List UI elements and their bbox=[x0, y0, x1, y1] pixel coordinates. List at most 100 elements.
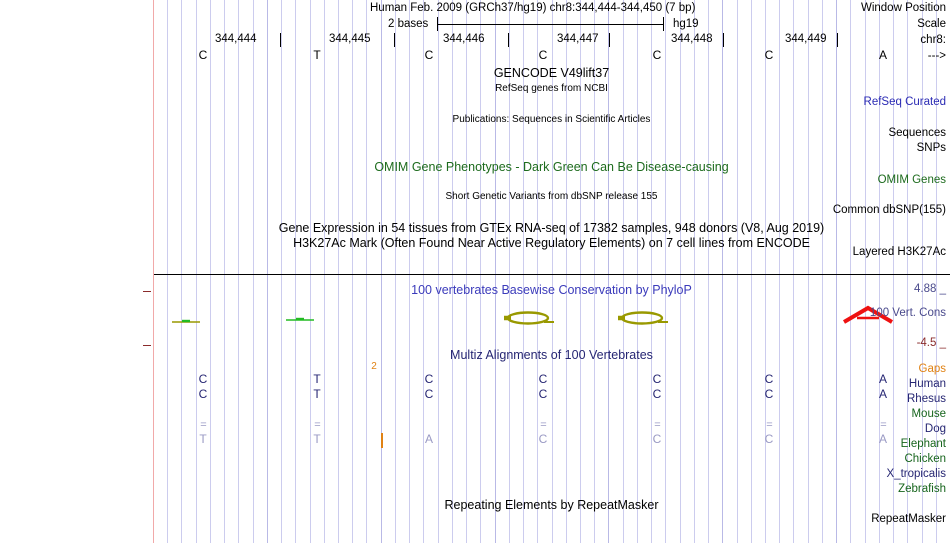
track-label-cons-min[interactable]: -4.5 _ bbox=[916, 337, 946, 349]
gridline bbox=[793, 0, 794, 543]
maf-base-human: C bbox=[538, 372, 548, 386]
conservation-glyph-c bbox=[286, 317, 314, 321]
maf-base-human: T bbox=[313, 372, 321, 386]
ruler-tick bbox=[837, 33, 838, 47]
maf-base-human: A bbox=[878, 372, 887, 386]
track-label-layered-h3k27ac[interactable]: Layered H3K27Ac bbox=[852, 246, 946, 258]
track-label-snps[interactable]: SNPs bbox=[916, 142, 946, 154]
track-label-repeatmasker[interactable]: RepeatMasker bbox=[871, 513, 946, 525]
gridline bbox=[438, 0, 439, 543]
track-label-species-rhesus[interactable]: Rhesus bbox=[907, 393, 946, 405]
publications-caption[interactable]: Publications: Sequences in Scientific Ar… bbox=[452, 114, 651, 125]
track-label-strand-arrow[interactable]: ---> bbox=[927, 50, 946, 62]
maf-base-elephant: C bbox=[764, 432, 774, 446]
dbsnp-caption[interactable]: Short Genetic Variants from dbSNP releas… bbox=[445, 191, 658, 202]
track-label-sequences[interactable]: Sequences bbox=[888, 127, 946, 139]
gridline bbox=[324, 0, 325, 543]
gridline bbox=[310, 0, 311, 543]
reference-base-letter: C bbox=[198, 48, 208, 62]
gridline bbox=[680, 0, 681, 543]
gridline bbox=[509, 0, 510, 543]
multiz-caption[interactable]: Multiz Alignments of 100 Vertebrates bbox=[450, 348, 653, 362]
reference-base-letter: C bbox=[538, 48, 548, 62]
maf-base-rhesus: C bbox=[652, 387, 662, 401]
gridline bbox=[651, 0, 652, 543]
conservation-glyph-c bbox=[172, 319, 200, 323]
track-label-species-mouse[interactable]: Mouse bbox=[911, 408, 946, 420]
maf-base-elephant: T bbox=[199, 432, 207, 446]
maf-base-elephant: C bbox=[538, 432, 548, 446]
gridline bbox=[722, 0, 723, 543]
track-label-omim-genes[interactable]: OMIM Genes bbox=[877, 174, 946, 186]
maf-base-human: C bbox=[652, 372, 662, 386]
track-label-refseq-curated[interactable]: RefSeq Curated bbox=[863, 96, 946, 108]
maf-base-elephant: A bbox=[878, 432, 887, 446]
gridline bbox=[637, 0, 638, 543]
gridline bbox=[737, 0, 738, 543]
maf-base-rhesus: C bbox=[538, 387, 548, 401]
maf-insertion-mark bbox=[381, 433, 383, 448]
track-label-species-chicken[interactable]: Chicken bbox=[904, 453, 946, 465]
ruler-tick bbox=[723, 33, 724, 47]
gridline bbox=[352, 0, 353, 543]
maf-base-elephant: C bbox=[652, 432, 662, 446]
maf-base-elephant: T bbox=[313, 432, 321, 446]
maf-base-rhesus: C bbox=[764, 387, 774, 401]
gridline bbox=[751, 0, 752, 543]
gridline bbox=[210, 0, 211, 543]
maf-base-rhesus: A bbox=[878, 387, 887, 401]
ruler-coordinate-label: 344,446 bbox=[443, 33, 485, 45]
ruler-coordinate-label: 344,444 bbox=[215, 33, 257, 45]
label-gutter-background bbox=[0, 0, 153, 543]
maf-base-human: C bbox=[424, 372, 434, 386]
track-label-chrom[interactable]: chr8: bbox=[920, 34, 946, 46]
maf-base-elephant: A bbox=[424, 432, 433, 446]
scale-bar-right-cap bbox=[663, 17, 664, 31]
track-label-species-human[interactable]: Human bbox=[908, 378, 946, 390]
gridline bbox=[480, 0, 481, 543]
track-label-window-position[interactable]: Window Position bbox=[860, 2, 946, 14]
gridline bbox=[779, 0, 780, 543]
gridline bbox=[452, 0, 453, 543]
conservation-track-top-rule bbox=[153, 274, 950, 275]
ruler-tick bbox=[508, 33, 509, 47]
gencode-caption[interactable]: GENCODE V49lift37 bbox=[493, 66, 610, 80]
gridline bbox=[167, 0, 168, 543]
track-label-species-x-tropicalis[interactable]: X_tropicalis bbox=[886, 468, 946, 480]
gridline bbox=[537, 0, 538, 543]
gtex-caption[interactable]: Gene Expression in 54 tissues from GTEx … bbox=[278, 221, 825, 235]
track-label-gaps[interactable]: Gaps bbox=[918, 363, 947, 375]
gridline bbox=[181, 0, 182, 543]
track-label-species-dog[interactable]: Dog bbox=[924, 423, 946, 435]
gridline bbox=[566, 0, 567, 543]
gridline bbox=[466, 0, 467, 543]
gridline bbox=[366, 0, 367, 543]
maf-base-rhesus: T bbox=[313, 387, 321, 401]
ruler-coordinate-label: 344,445 bbox=[329, 33, 371, 45]
refseq-caption[interactable]: RefSeq genes from NCBI bbox=[495, 83, 608, 94]
reference-base-letter: T bbox=[313, 48, 321, 62]
track-label-species-elephant[interactable]: Elephant bbox=[900, 438, 946, 450]
phylop-caption[interactable]: 100 vertebrates Basewise Conservation by… bbox=[411, 283, 692, 297]
omim-caption[interactable]: OMIM Gene Phenotypes - Dark Green Can Be… bbox=[374, 160, 729, 174]
maf-base-dog: = bbox=[654, 419, 660, 431]
conservation-axis-tick-max bbox=[143, 291, 151, 292]
scale-bar-line bbox=[437, 24, 664, 25]
track-label-scale[interactable]: Scale bbox=[917, 18, 946, 30]
ruler-tick bbox=[394, 33, 395, 47]
track-label-common-dbsnp[interactable]: Common dbSNP(155) bbox=[832, 204, 946, 216]
gridline bbox=[423, 0, 424, 543]
track-label-species-zebrafish[interactable]: Zebrafish bbox=[898, 483, 946, 495]
maf-base-dog: = bbox=[880, 419, 886, 431]
reference-base-letter: C bbox=[424, 48, 434, 62]
gridline bbox=[224, 0, 225, 543]
track-label-cons-max[interactable]: 4.88 _ bbox=[914, 283, 946, 295]
maf-base-dog: = bbox=[314, 419, 320, 431]
gridline bbox=[580, 0, 581, 543]
maf-base-dog: = bbox=[766, 419, 772, 431]
gridline bbox=[694, 0, 695, 543]
repeatmasker-caption[interactable]: Repeating Elements by RepeatMasker bbox=[444, 498, 659, 512]
track-label-vert-cons[interactable]: 100 Vert. Cons bbox=[869, 307, 946, 319]
maf-gap-count: 2 bbox=[371, 361, 377, 372]
